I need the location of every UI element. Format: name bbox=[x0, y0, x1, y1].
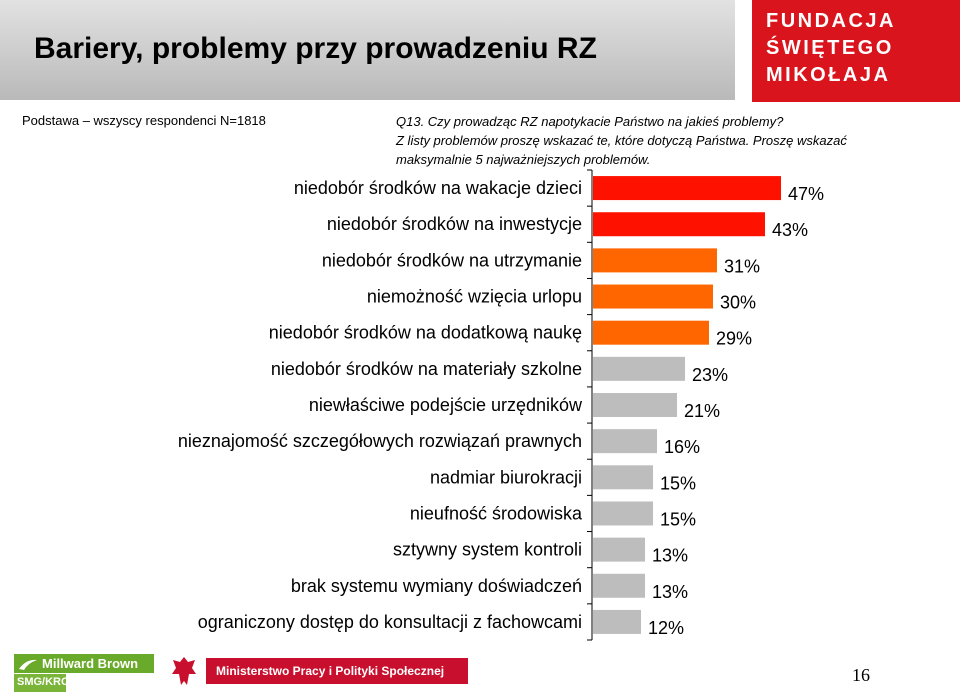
logo-line-1: FUNDACJA bbox=[766, 10, 896, 32]
millward-brown-text: Millward Brown bbox=[42, 656, 139, 671]
value-label: 30% bbox=[720, 293, 756, 313]
value-label: 15% bbox=[660, 509, 696, 529]
category-label: niedobór środków na dodatkową naukę bbox=[269, 323, 582, 343]
category-label: niedobór środków na materiały szkolne bbox=[271, 359, 582, 379]
bar-7 bbox=[593, 393, 677, 417]
value-label: 23% bbox=[692, 365, 728, 385]
bar-13 bbox=[593, 609, 641, 634]
value-label: 13% bbox=[652, 546, 688, 566]
category-label: niedobór środków na wakacje dzieci bbox=[294, 178, 582, 198]
logo-line-2: ŚWIĘTEGO bbox=[766, 37, 894, 59]
bar-4 bbox=[593, 284, 713, 309]
title-bar: Bariery, problemy przy prowadzeniu RZ bbox=[0, 0, 735, 100]
logo-line-3: MIKOŁAJA bbox=[766, 64, 891, 86]
bar-2 bbox=[593, 212, 765, 237]
bar-3 bbox=[593, 248, 717, 273]
slide-title: Bariery, problemy przy prowadzeniu RZ bbox=[34, 32, 597, 65]
polish-eagle-icon bbox=[172, 657, 196, 685]
category-label: nieufność środowiska bbox=[410, 503, 583, 523]
category-label: niedobór środków na utrzymanie bbox=[322, 250, 582, 270]
value-label: 16% bbox=[664, 437, 700, 457]
ministry-text: Ministerstwo Pracy i Polityki Społecznej bbox=[216, 664, 445, 678]
value-label: 21% bbox=[684, 401, 720, 421]
question-line-1: Q13. Czy prowadząc RZ napotykacie Państw… bbox=[396, 114, 784, 129]
bar-6 bbox=[593, 356, 685, 381]
category-label: ograniczony dostęp do konsultacji z fach… bbox=[198, 612, 582, 632]
fundacja-logo: FUNDACJA ŚWIĘTEGO MIKOŁAJA bbox=[752, 0, 960, 102]
value-label: 29% bbox=[716, 329, 752, 349]
value-label: 31% bbox=[724, 256, 760, 276]
millward-brown-bar: Millward Brown bbox=[14, 654, 154, 673]
value-label: 12% bbox=[648, 618, 684, 638]
category-label: niewłaściwe podejście urzędników bbox=[309, 395, 583, 415]
bar-8 bbox=[593, 429, 657, 454]
smg-krc-bar: SMG/KRC bbox=[14, 674, 69, 692]
millward-brown-logo: Millward Brown SMG/KRC bbox=[14, 654, 154, 692]
bar-5 bbox=[593, 320, 709, 345]
respondent-base: Podstawa – wszyscy respondenci N=1818 bbox=[22, 113, 266, 128]
question-line-2: Z listy problemów proszę wskazać te, któ… bbox=[396, 133, 847, 148]
bar-9 bbox=[593, 465, 653, 490]
category-label: nieznajomość szczegółowych rozwiązań pra… bbox=[178, 431, 582, 451]
question-line-3: maksymalnie 5 najważniejszych problemów. bbox=[396, 152, 651, 167]
ministry-logo: Ministerstwo Pracy i Polityki Społecznej bbox=[170, 654, 470, 690]
value-label: 13% bbox=[652, 582, 688, 602]
bar-10 bbox=[593, 501, 653, 526]
ministry-bar: Ministerstwo Pracy i Polityki Społecznej bbox=[206, 658, 468, 684]
survey-question: Q13. Czy prowadząc RZ napotykacie Państw… bbox=[396, 112, 956, 169]
category-label: brak systemu wymiany doświadczeń bbox=[291, 576, 582, 596]
value-label: 43% bbox=[772, 220, 808, 240]
category-label: sztywny system kontroli bbox=[393, 540, 582, 560]
value-label: 15% bbox=[660, 473, 696, 493]
page-number: 16 bbox=[852, 665, 870, 685]
smg-krc-text: SMG/KRC bbox=[17, 676, 69, 688]
category-label: nadmiar biurokracji bbox=[430, 467, 582, 487]
bar-11 bbox=[593, 537, 645, 562]
bar-12 bbox=[593, 573, 645, 598]
category-label: niedobór środków na inwestycje bbox=[327, 214, 582, 234]
millward-brown-swoosh-icon bbox=[19, 659, 37, 670]
value-label: 47% bbox=[788, 184, 824, 204]
bar-1 bbox=[593, 176, 781, 201]
category-label: niemożność wzięcia urlopu bbox=[367, 287, 582, 307]
